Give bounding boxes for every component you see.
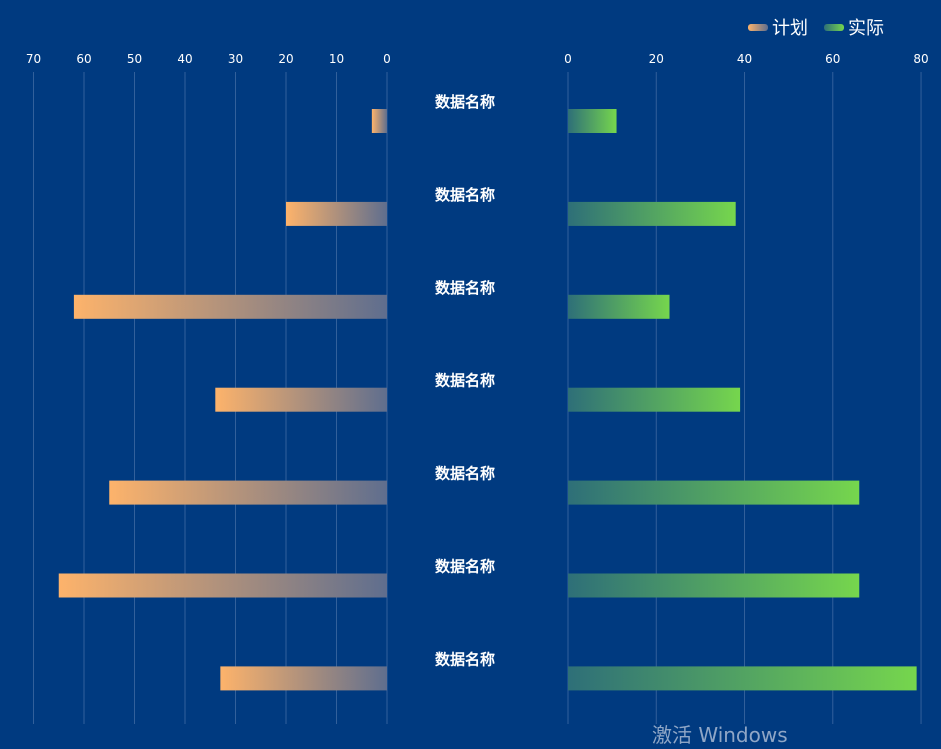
right-tick-label: 0: [564, 52, 572, 66]
plan-bar[interactable]: [73, 294, 388, 319]
plan-bar[interactable]: [371, 109, 387, 133]
legend-label-plan: 计划: [772, 18, 808, 39]
right-tick-label: 40: [737, 52, 752, 66]
left-tick-label: 20: [278, 52, 293, 66]
legend-item-plan[interactable]: 计划: [748, 18, 808, 39]
category-label: 数据名称: [435, 372, 495, 390]
category-label: 数据名称: [435, 465, 495, 483]
left-tick-label: 50: [127, 52, 142, 66]
category-label: 数据名称: [435, 93, 495, 111]
category-label: 数据名称: [435, 650, 495, 668]
left-tick-label: 70: [26, 52, 41, 66]
left-tick-label: 0: [383, 52, 391, 66]
category-label: 数据名称: [435, 558, 495, 576]
actual-bars: [568, 109, 917, 691]
right-tick-label: 20: [649, 52, 664, 66]
legend-swatch-actual: [824, 24, 844, 31]
left-axis-ticks: 70 60 50 40 30 20 10 0: [26, 52, 391, 66]
actual-bar[interactable]: [568, 387, 741, 412]
legend-item-actual[interactable]: 实际: [824, 18, 884, 39]
right-axis-ticks: 0 20 40 60 80: [564, 52, 929, 66]
right-tick-label: 80: [913, 52, 928, 66]
plan-bar[interactable]: [286, 201, 387, 226]
left-tick-label: 40: [177, 52, 192, 66]
category-label: 数据名称: [435, 186, 495, 204]
left-tick-label: 10: [329, 52, 344, 66]
windows-activation-watermark: 激活 Windows: [652, 723, 788, 747]
category-label: 数据名称: [435, 279, 495, 297]
plan-bar[interactable]: [220, 666, 387, 691]
plan-bar[interactable]: [58, 573, 387, 598]
legend: 计划 实际: [748, 18, 884, 39]
legend-swatch-plan: [748, 24, 768, 31]
actual-bar[interactable]: [568, 666, 917, 691]
actual-bar[interactable]: [568, 294, 670, 319]
actual-bar[interactable]: [568, 109, 617, 133]
plan-bars: [58, 109, 388, 691]
left-tick-label: 60: [76, 52, 91, 66]
plan-bar[interactable]: [215, 387, 387, 412]
actual-bar[interactable]: [568, 573, 860, 598]
gridlines: [33, 72, 922, 724]
actual-bar[interactable]: [568, 480, 860, 505]
actual-bar[interactable]: [568, 201, 736, 226]
left-tick-label: 30: [228, 52, 243, 66]
plan-bar[interactable]: [109, 480, 387, 505]
legend-label-actual: 实际: [848, 18, 884, 39]
right-tick-label: 60: [825, 52, 840, 66]
